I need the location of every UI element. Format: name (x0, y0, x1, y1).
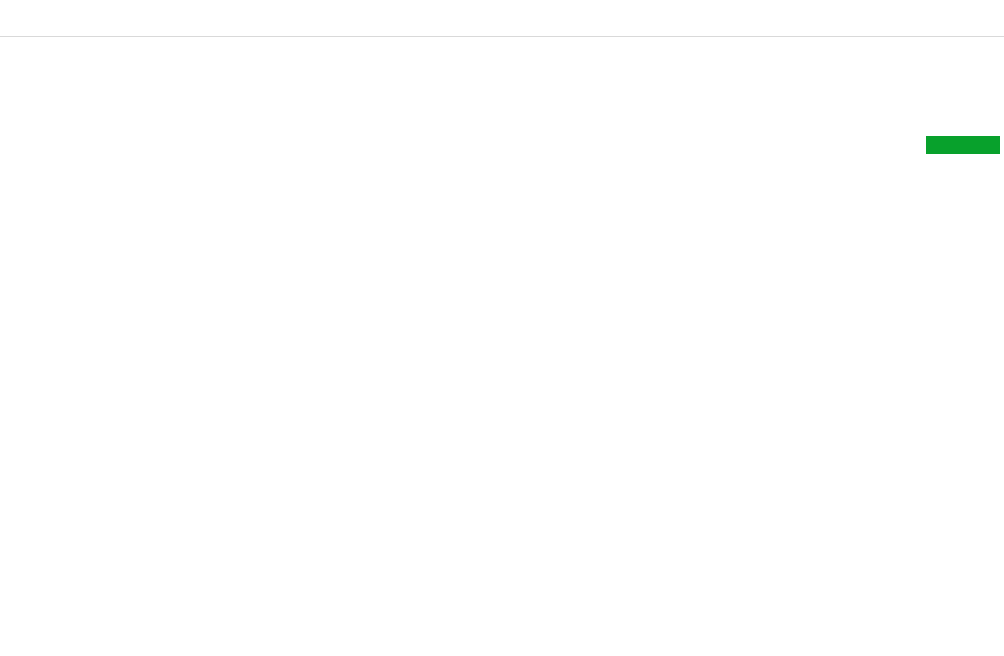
macd-panel[interactable] (0, 513, 913, 651)
macd-legend (7, 517, 66, 533)
ohlc-legend (7, 49, 67, 65)
ma-legend (7, 69, 66, 85)
current-price-badge (926, 136, 1000, 154)
interval-tabbar (0, 0, 1004, 37)
main-chart-panel[interactable] (0, 36, 913, 511)
